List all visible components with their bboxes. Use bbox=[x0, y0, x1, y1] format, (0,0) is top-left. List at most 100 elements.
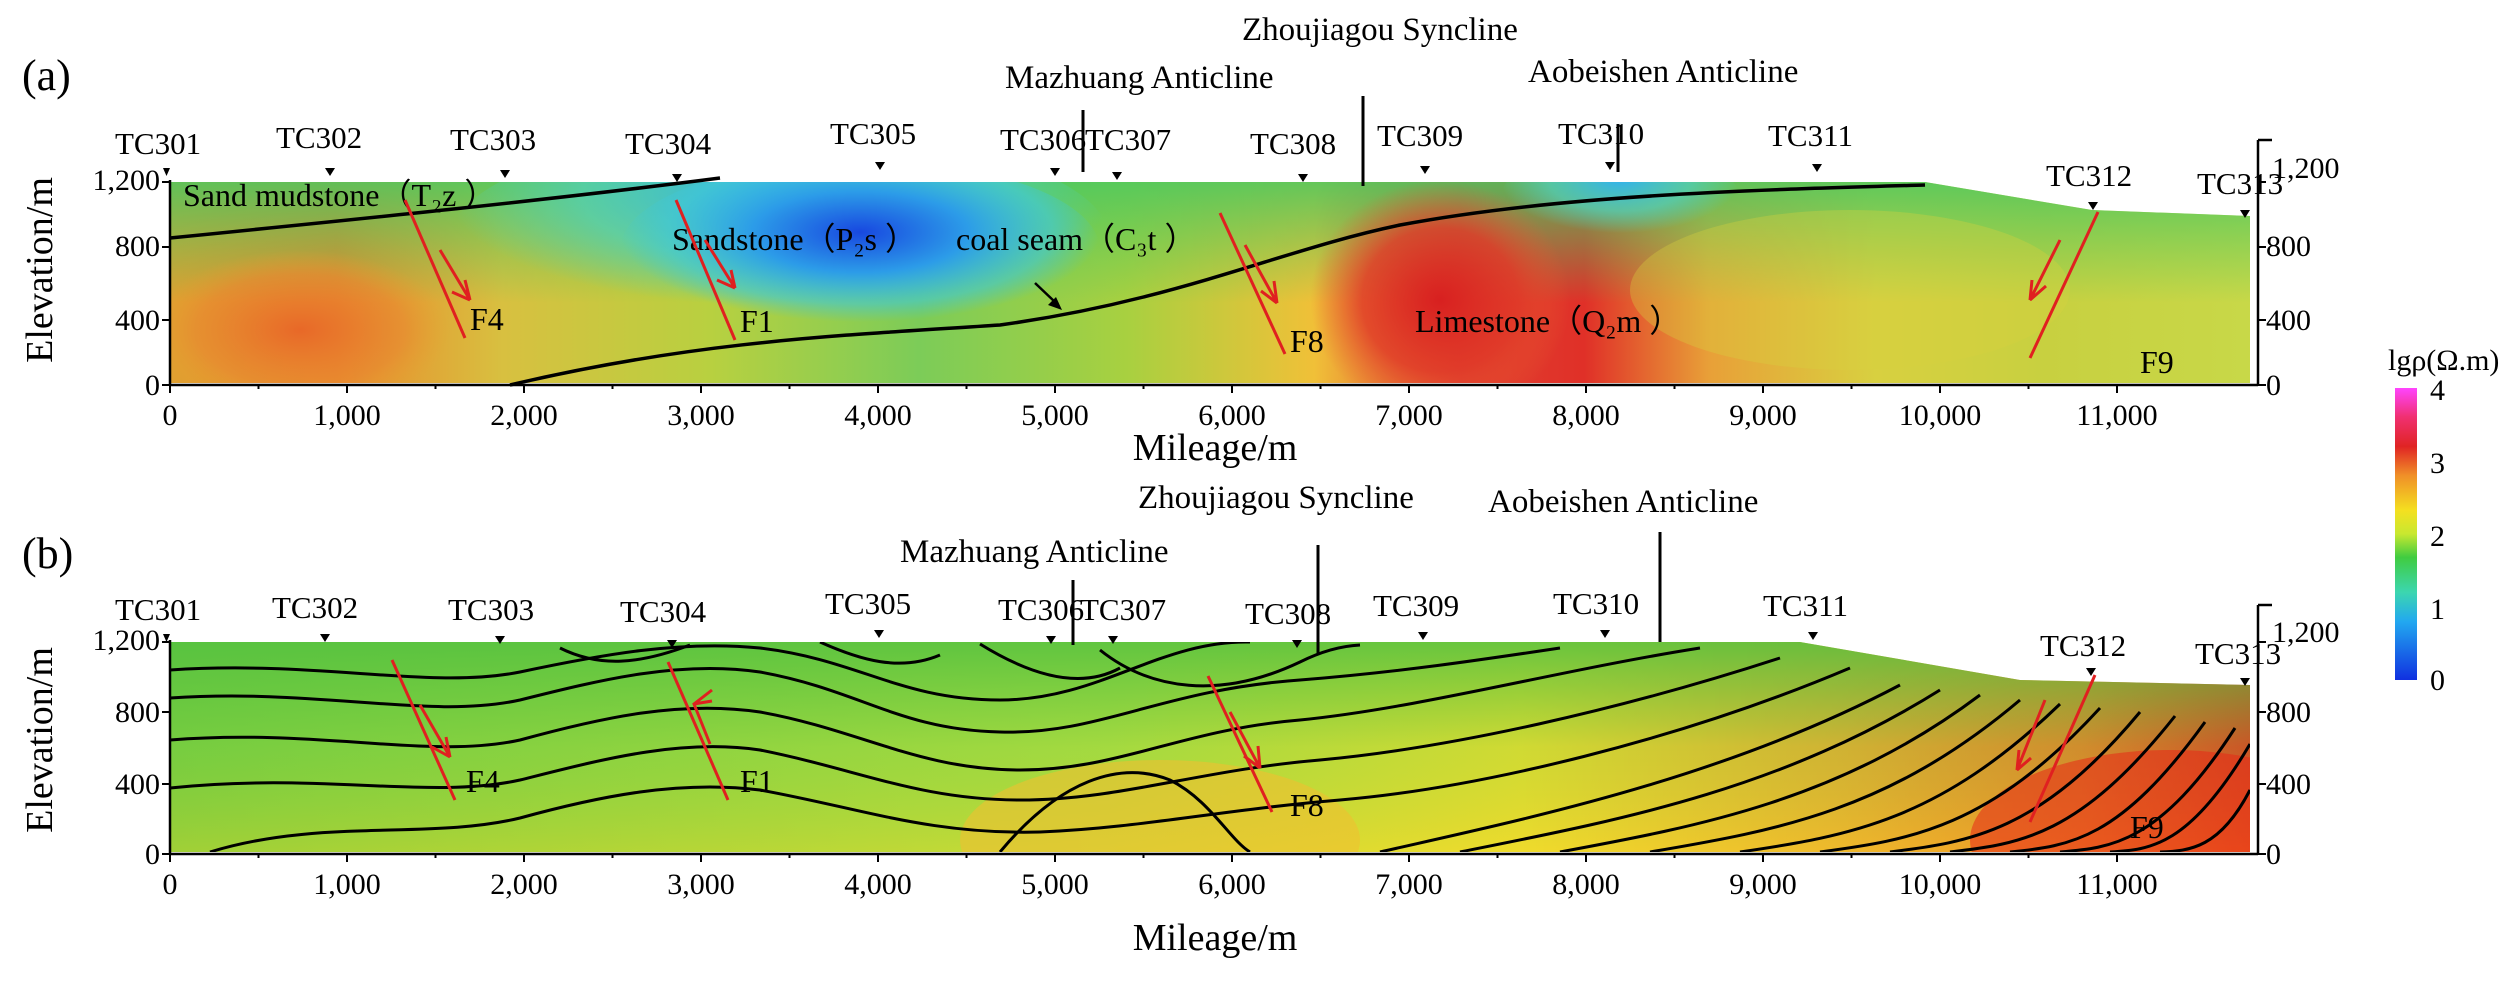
panel-b-xtick: 0 bbox=[163, 868, 178, 901]
colorbar-tick-0: 0 bbox=[2430, 664, 2445, 697]
panel-a-station-tc306: TC306 bbox=[1000, 122, 1086, 157]
panel-a-geo-coal-seam: coal seam（C₃t ） bbox=[956, 221, 1196, 257]
colorbar-tick-1: 1 bbox=[2430, 593, 2445, 626]
panel-b-xtick: 10,000 bbox=[1899, 868, 1982, 901]
panel-a-station-tc308: TC308 bbox=[1250, 126, 1336, 161]
panel-b-xtick: 5,000 bbox=[1021, 868, 1089, 901]
panel-a-fault-lines bbox=[403, 199, 2100, 359]
colorbar-tick-3: 3 bbox=[2430, 447, 2445, 480]
panel-a-station-tc303: TC303 bbox=[450, 122, 536, 157]
panel-a-structure-aobeishen: Aobeishen Anticline bbox=[1528, 54, 1798, 90]
panel-a-xtick: 3,000 bbox=[667, 399, 735, 432]
panel-a-coal-seam-arrow bbox=[1034, 282, 1062, 310]
panel-a-station-tc307: TC307 bbox=[1085, 122, 1171, 157]
panel-b-station-markers bbox=[163, 630, 2250, 686]
panel-a-rtick-800: 800 bbox=[2266, 230, 2311, 263]
panel-b-ytick-400: 400 bbox=[115, 768, 160, 801]
panel-b-structure-aobeishen: Aobeishen Anticline bbox=[1488, 484, 1758, 520]
panel-b-structure-mazhuang: Mazhuang Anticline bbox=[900, 534, 1169, 570]
panel-b-structure-zhoujiagou: Zhoujiagou Syncline bbox=[1138, 480, 1414, 516]
colorbar: lgρ(Ω.m) 4 3 2 1 0 bbox=[2388, 344, 2499, 697]
panel-a-rtick-400: 400 bbox=[2266, 304, 2311, 337]
panel-b-station-tc313: TC313 bbox=[2195, 636, 2281, 671]
panel-a-station-tc302: TC302 bbox=[276, 120, 362, 155]
panel-b-station-tc304: TC304 bbox=[620, 594, 707, 629]
panel-b-rtick-800: 800 bbox=[2266, 696, 2311, 729]
panel-a-station-tc305: TC305 bbox=[830, 116, 916, 151]
panel-b-station-tc311: TC311 bbox=[1763, 588, 1848, 623]
panel-b-rtick-0: 0 bbox=[2266, 838, 2281, 871]
panel-a-xtick: 2,000 bbox=[490, 399, 558, 432]
panel-b-ytick-0: 0 bbox=[145, 838, 160, 871]
panel-a-boundary-lower bbox=[509, 183, 1926, 387]
panel-a-xtick: 7,000 bbox=[1375, 399, 1443, 432]
panel-a-resistivity-image bbox=[170, 182, 2250, 383]
panel-b-xtick: 8,000 bbox=[1552, 868, 1620, 901]
panel-a-station-markers bbox=[163, 162, 2250, 218]
panel-a-ytick-400: 400 bbox=[115, 304, 160, 337]
panel-a-xtick: 11,000 bbox=[2076, 399, 2157, 432]
panel-b-xtick: 11,000 bbox=[2076, 868, 2157, 901]
panel-a-ylabel: Elevation/m bbox=[19, 177, 61, 363]
panel-b-fault-f8: F8 bbox=[1290, 787, 1324, 823]
panel-b-ylabel: Elevation/m bbox=[19, 647, 61, 833]
panel-a-ytick-0: 0 bbox=[145, 369, 160, 402]
panel-a-xtick: 4,000 bbox=[844, 399, 912, 432]
panel-b-station-tc310: TC310 bbox=[1553, 586, 1639, 621]
panel-b-ytick-800: 800 bbox=[115, 696, 160, 729]
panel-b-xtick: 7,000 bbox=[1375, 868, 1443, 901]
panel-a-ticks bbox=[162, 181, 2266, 393]
panel-b-rtick-1200: 1,200 bbox=[2272, 616, 2340, 649]
panel-b-station-tc307: TC307 bbox=[1080, 592, 1166, 627]
panel-a-xtick: 1,000 bbox=[313, 399, 381, 432]
panel-a-rtick-1200: 1,200 bbox=[2272, 152, 2340, 185]
panel-a-structure-mazhuang: Mazhuang Anticline bbox=[1005, 60, 1274, 96]
panel-a-structure-zhoujiagou: Zhoujiagou Syncline bbox=[1242, 12, 1518, 48]
panel-a-xtick: 8,000 bbox=[1552, 399, 1620, 432]
panel-a-geo-limestone: Limestone（Q₂m ） bbox=[1415, 303, 1681, 339]
panel-b-xtick: 6,000 bbox=[1198, 868, 1266, 901]
panel-b-station-tc309: TC309 bbox=[1373, 588, 1459, 623]
panel-a-station-tc313: TC313 bbox=[2197, 166, 2283, 201]
panel-b-rtick-400: 400 bbox=[2266, 768, 2311, 801]
panel-a: (a) Elevation/m 0 400 800 1,200 bbox=[19, 12, 2340, 469]
panel-b-contours bbox=[170, 642, 2250, 852]
panel-a-station-tc304: TC304 bbox=[625, 126, 712, 161]
panel-b-station-tc305: TC305 bbox=[825, 586, 911, 621]
panel-a-station-tc310: TC310 bbox=[1558, 116, 1644, 151]
colorbar-label: lgρ(Ω.m) bbox=[2388, 344, 2499, 377]
panel-a-axes bbox=[168, 138, 2272, 387]
panel-b-xlabel: Mileage/m bbox=[1133, 917, 1298, 959]
panel-b-station-tc306: TC306 bbox=[998, 592, 1084, 627]
colorbar-tick-2: 2 bbox=[2430, 520, 2445, 553]
panel-a-station-tc309: TC309 bbox=[1377, 118, 1463, 153]
panel-b-xtick: 1,000 bbox=[313, 868, 381, 901]
panel-a-xtick-labels: 0 1,000 2,000 3,000 4,000 5,000 6,000 7,… bbox=[163, 399, 2158, 432]
panel-a-structure-lines bbox=[1081, 96, 1620, 186]
colorbar-gradient bbox=[2395, 388, 2417, 680]
panel-b-fault-f1: F1 bbox=[740, 763, 774, 799]
panel-a-xtick: 10,000 bbox=[1899, 399, 1982, 432]
panel-a-rtick-0: 0 bbox=[2266, 369, 2281, 402]
panel-a-xtick: 9,000 bbox=[1729, 399, 1797, 432]
panel-b-xtick-labels: 0 1,000 2,000 3,000 4,000 5,000 6,000 7,… bbox=[163, 868, 2158, 901]
panel-a-fault-f8: F8 bbox=[1290, 323, 1324, 359]
panel-b: (b) bbox=[19, 480, 2340, 959]
panel-a-label: (a) bbox=[22, 51, 71, 100]
panel-a-xtick: 0 bbox=[163, 399, 178, 432]
panel-a-station-tc312: TC312 bbox=[2046, 158, 2132, 193]
panel-b-xtick: 2,000 bbox=[490, 868, 558, 901]
panel-b-fault-lines bbox=[390, 659, 2097, 823]
panel-b-ytick-1200: 1,200 bbox=[93, 624, 161, 657]
panel-a-fault-f9: F9 bbox=[2140, 344, 2174, 380]
panel-a-xtick: 5,000 bbox=[1021, 399, 1089, 432]
panel-a-station-tc311: TC311 bbox=[1768, 118, 1853, 153]
panel-b-fault-f9: F9 bbox=[2130, 809, 2164, 845]
panel-b-fault-f4: F4 bbox=[466, 763, 500, 799]
panel-b-station-tc301: TC301 bbox=[115, 592, 201, 627]
panel-b-label: (b) bbox=[22, 529, 73, 578]
panel-b-axes bbox=[168, 603, 2272, 856]
panel-b-station-tc302: TC302 bbox=[272, 590, 358, 625]
panel-b-structure-lines bbox=[1071, 532, 1662, 655]
panel-a-fault-f1: F1 bbox=[740, 303, 774, 339]
